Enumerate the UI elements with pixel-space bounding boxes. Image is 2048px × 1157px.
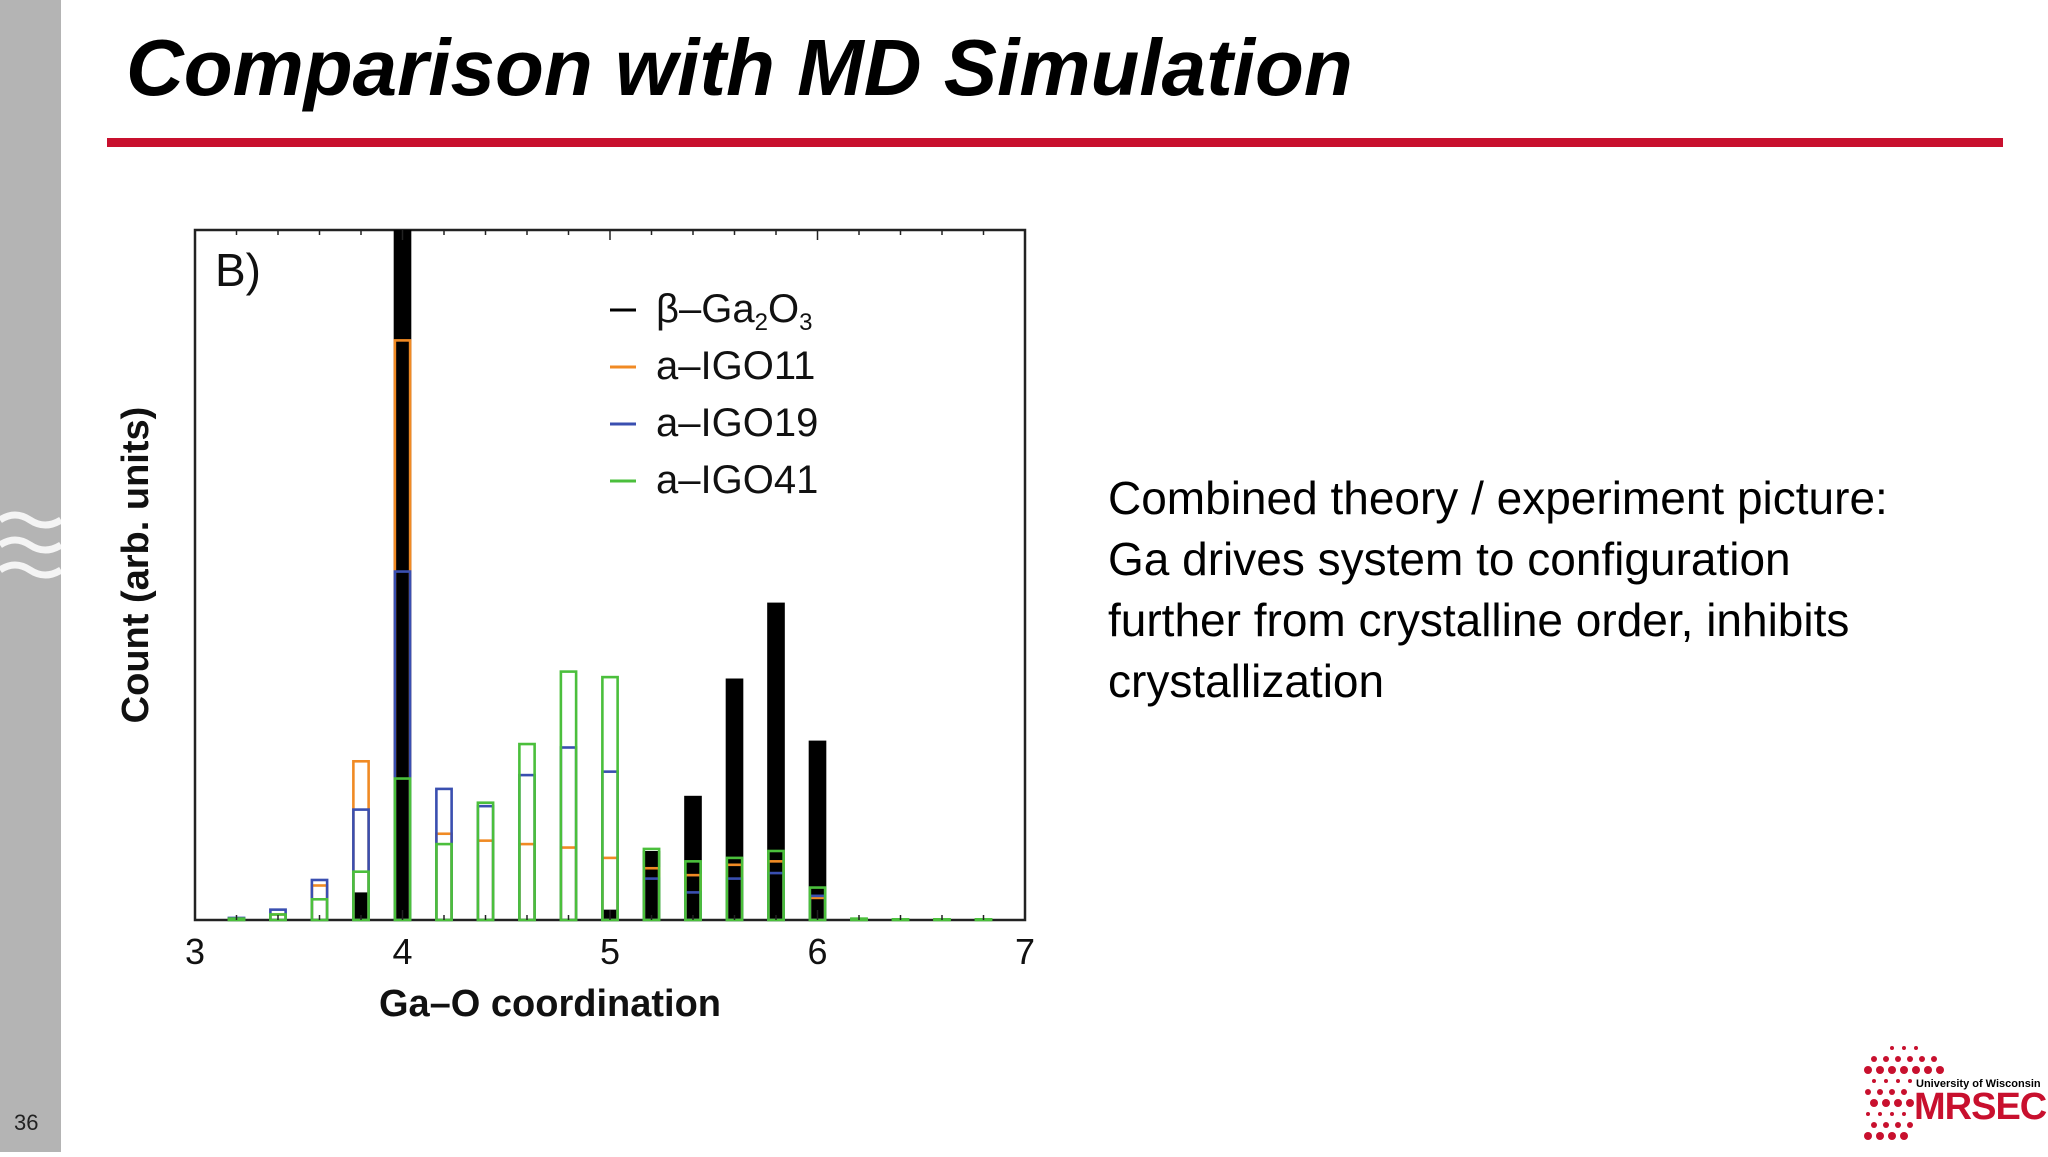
- plot-area: 3 4 5 6 7 Ga–O coordination Count (arb. units)…: [115, 228, 1035, 1025]
- logo-dot: [1894, 1099, 1902, 1107]
- logo-dot: [1931, 1056, 1937, 1062]
- logo-dot: [1908, 1079, 1912, 1083]
- logo-dot: [1924, 1066, 1932, 1074]
- logo-dot: [1871, 1056, 1877, 1062]
- logo-dots-icon: [1864, 1046, 1944, 1140]
- logo-dot: [1906, 1099, 1914, 1107]
- x-tick-label: 7: [1015, 931, 1035, 972]
- legend-label: a–IGO19: [656, 401, 818, 445]
- logo-dot: [1888, 1066, 1896, 1074]
- logo-dot: [1866, 1112, 1870, 1116]
- logo-dot: [1914, 1046, 1918, 1050]
- body-line: further from crystalline order, inhibits: [1108, 594, 1850, 646]
- logo-dot: [1896, 1079, 1900, 1083]
- slide-title: Comparison with MD Simulation: [126, 23, 1353, 112]
- body-line: Combined theory / experiment picture:: [1108, 472, 1888, 524]
- logo-dot: [1907, 1122, 1913, 1128]
- logo-dot: [1902, 1112, 1906, 1116]
- logo-dot: [1864, 1066, 1872, 1074]
- logo-dot: [1876, 1066, 1884, 1074]
- logo-dot: [1870, 1099, 1878, 1107]
- logo-dot: [1883, 1122, 1889, 1128]
- left-sidebar-bar: 36: [0, 0, 63, 1152]
- logo-dot: [1878, 1112, 1882, 1116]
- logo-name: MRSEC: [1914, 1086, 2047, 1128]
- logo-dot: [1900, 1066, 1908, 1074]
- logo-dot: [1876, 1132, 1884, 1140]
- bar-0: [393, 230, 412, 920]
- logo-dot: [1871, 1122, 1877, 1128]
- logo-dot: [1889, 1089, 1895, 1095]
- x-tick-label: 6: [807, 931, 827, 972]
- slide-number: 36: [14, 1110, 39, 1135]
- wave-decoration-icon: [0, 511, 63, 579]
- logo-dot: [1895, 1122, 1901, 1128]
- title-divider: [107, 138, 2003, 147]
- logo-dot: [1912, 1066, 1920, 1074]
- bar-0: [642, 851, 661, 920]
- bar-0: [725, 678, 744, 920]
- logo-dot: [1882, 1099, 1890, 1107]
- bar-0: [352, 892, 370, 920]
- logo-dot: [1890, 1046, 1894, 1050]
- body-line: Ga drives system to configuration: [1108, 533, 1791, 585]
- bar-0: [767, 602, 785, 920]
- panel-label: B): [215, 244, 261, 296]
- plot-frame: [193, 228, 1027, 922]
- logo-dot: [1902, 1046, 1906, 1050]
- logo-dot: [1900, 1132, 1908, 1140]
- logo-dot: [1884, 1079, 1888, 1083]
- body-line: crystallization: [1108, 655, 1385, 707]
- legend-label: a–IGO11: [656, 344, 815, 388]
- logo-dot: [1877, 1089, 1883, 1095]
- logo-dot: [1907, 1056, 1913, 1062]
- body-text: Combined theory / experiment picture: Ga…: [1108, 468, 2008, 712]
- bar-0: [684, 795, 702, 920]
- logo-dot: [1919, 1056, 1925, 1062]
- x-tick-label: 4: [392, 931, 412, 972]
- coordination-histogram: 3 4 5 6 7 Ga–O coordination Count (arb. units)…: [115, 228, 1035, 1025]
- legend-label: β–Ga2O3: [656, 287, 812, 336]
- x-tick-label: 3: [185, 931, 205, 972]
- logo-dot: [1883, 1056, 1889, 1062]
- bar-0: [808, 740, 827, 920]
- logo-dot: [1865, 1089, 1871, 1095]
- logo-university: University of Wisconsin: [1916, 1078, 2041, 1090]
- logo-dot: [1864, 1132, 1872, 1140]
- logo-dot: [1936, 1066, 1944, 1074]
- mrsec-logo: University of Wisconsin MRSEC: [1860, 1040, 2048, 1152]
- legend-label: a–IGO41: [656, 458, 818, 502]
- logo-dot: [1890, 1112, 1894, 1116]
- logo-dot: [1872, 1079, 1876, 1083]
- x-axis-label: Ga–O coordination: [379, 983, 721, 1025]
- logo-dot: [1901, 1089, 1907, 1095]
- logo-dot: [1895, 1056, 1901, 1062]
- logo-dot: [1888, 1132, 1896, 1140]
- x-tick-label: 5: [600, 931, 620, 972]
- y-axis-label: Count (arb. units): [115, 407, 157, 724]
